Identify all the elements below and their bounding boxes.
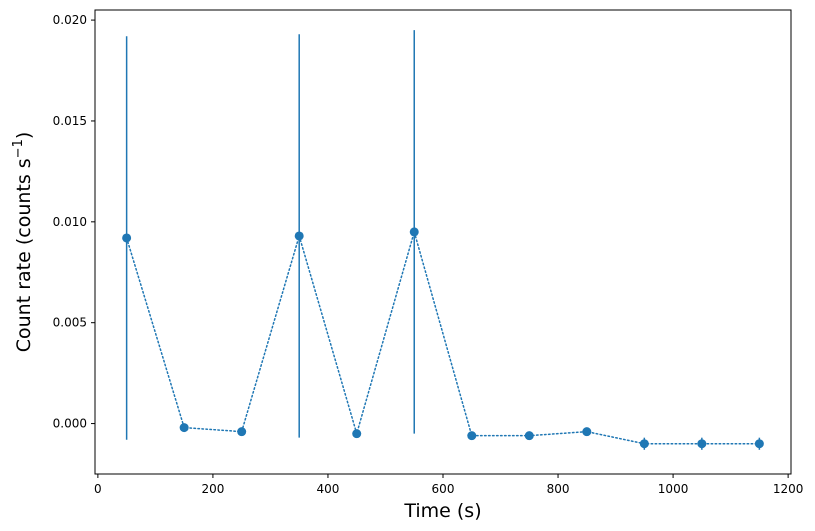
plot-area [122,30,764,450]
data-point [179,423,189,433]
data-point [122,233,132,243]
y-tick-label: 0.005 [53,316,87,330]
x-tick-label: 1200 [773,482,804,496]
y-axis-label-close: ) [13,132,35,139]
data-point [754,439,764,449]
data-point [582,427,592,437]
x-tick-label: 600 [432,482,455,496]
data-point [409,227,419,237]
series-line [125,229,761,445]
data-point [237,427,247,437]
x-axis-label: Time (s) [403,500,481,522]
x-axis: 0 200 400 600 800 1000 1200 [94,474,803,496]
y-tick-label: 0.000 [53,417,87,431]
x-tick-label: 400 [317,482,340,496]
data-point [524,431,534,441]
data-point [467,431,477,441]
x-tick-label: 200 [201,482,224,496]
y-tick-label: 0.010 [53,215,87,229]
x-tick-label: 1000 [658,482,689,496]
x-tick-label: 0 [94,482,102,496]
y-axis-label-main: Count rate (counts s [13,158,35,352]
plot-frame [94,9,792,475]
data-point [697,439,707,449]
data-point [294,231,304,241]
x-tick-label: 800 [547,482,570,496]
y-axis: 0.000 0.005 0.010 0.015 0.020 [53,13,95,431]
y-axis-label-superscript: −1 [11,139,26,158]
data-point [352,429,362,439]
data-point [639,439,649,449]
y-tick-label: 0.015 [53,114,87,128]
y-tick-label: 0.020 [53,13,87,27]
y-axis-label: Count rate (counts s−1) [11,132,35,353]
